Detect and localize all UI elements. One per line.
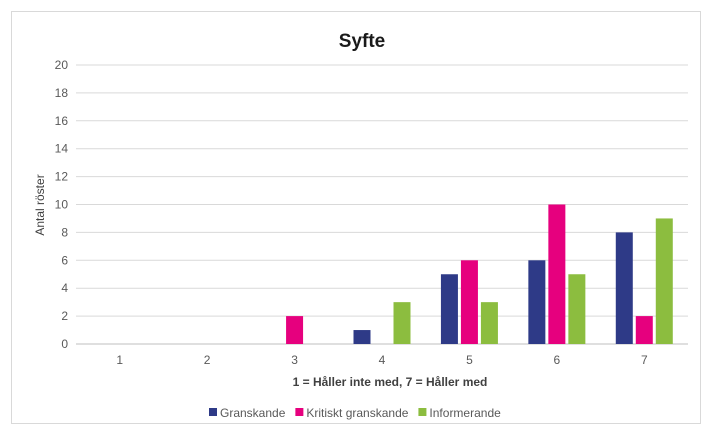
bar: [440, 274, 458, 344]
x-tick-label: 7: [641, 353, 648, 367]
legend-swatch: [418, 408, 427, 416]
gridlines: [76, 64, 688, 345]
y-tick-label: 4: [61, 281, 68, 295]
bar: [548, 204, 566, 344]
bar: [286, 316, 304, 344]
bar: [393, 302, 411, 344]
x-tick-label: 3: [291, 353, 298, 367]
y-tick-label: 8: [61, 225, 68, 239]
legend-label: Informerande: [429, 406, 501, 420]
x-tick-label: 2: [204, 353, 211, 367]
bar: [460, 260, 478, 344]
bar: [480, 302, 498, 344]
legend: Granskande Kritiskt granskande Informerand…: [209, 406, 501, 420]
x-tick-label: 6: [554, 353, 561, 367]
x-axis-label: 1 = Håller inte med, 7 = Håller med: [293, 375, 488, 389]
y-tick-label: 12: [55, 170, 69, 184]
y-tick-label: 10: [55, 198, 69, 212]
x-tick-label: 5: [466, 353, 473, 367]
bar: [353, 330, 371, 344]
legend-label: Granskande: [220, 406, 286, 420]
bars: [286, 204, 673, 344]
legend-swatch: [209, 408, 217, 416]
legend-swatch: [295, 408, 304, 416]
y-tick-label: 6: [61, 253, 68, 267]
y-tick-label: 20: [55, 58, 69, 72]
x-tick-label: 1: [116, 353, 123, 367]
bar: [635, 316, 653, 344]
y-axis-ticks: 0 2 4 6 8 10 12 14 16 18 20: [55, 58, 69, 351]
legend-label: Kritiskt granskande: [306, 406, 408, 420]
bar: [528, 260, 546, 344]
y-tick-label: 16: [55, 114, 69, 128]
bar: [655, 218, 673, 344]
y-axis-label: Antal röster: [33, 174, 47, 235]
y-tick-label: 0: [61, 337, 68, 351]
y-tick-label: 14: [55, 142, 69, 156]
bar: [568, 274, 586, 344]
x-tick-label: 4: [379, 353, 386, 367]
y-tick-label: 2: [61, 309, 68, 323]
x-axis-ticks: 1 2 3 4 5 6 7: [116, 353, 648, 367]
chart-frame: [11, 11, 701, 424]
chart-title: Syfte: [339, 31, 385, 52]
y-tick-label: 18: [55, 86, 69, 100]
bar: [615, 232, 633, 344]
